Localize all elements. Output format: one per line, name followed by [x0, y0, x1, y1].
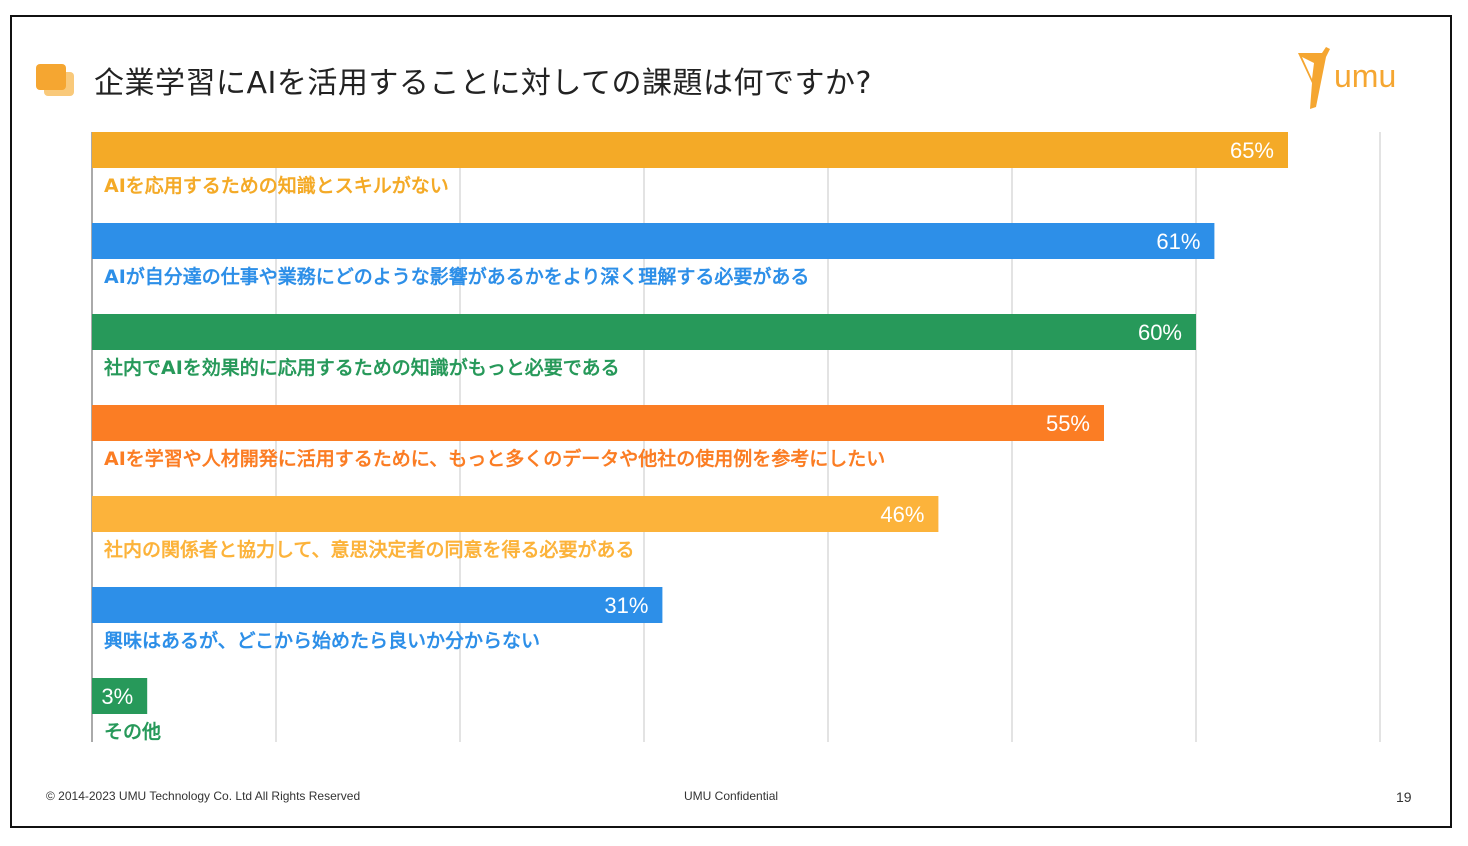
slide-title: 企業学習にAIを活用することに対しての課題は何ですか?	[94, 66, 872, 101]
category-label: 社内でAIを効果的に応用するための知識がもっと必要である	[103, 356, 620, 379]
bar-4	[92, 405, 1104, 441]
bar-value-label: 3%	[101, 684, 133, 709]
bar-6	[92, 587, 663, 623]
bar-chart: 65% AIを応用するための知識とスキルがない 61% AIが自分達の仕事や業務にどの…	[91, 132, 1381, 743]
bar-5	[92, 496, 939, 532]
title-bullet-icon	[34, 60, 78, 100]
category-label: AIを応用するための知識とスキルがない	[104, 174, 449, 197]
bar-3	[92, 314, 1196, 350]
page-number: 19	[1396, 789, 1412, 805]
umu-logo: umu	[1298, 47, 1396, 109]
bar-value-label: 60%	[1138, 320, 1182, 345]
category-label: 興味はあるが、どこから始めたら良いか分からない	[104, 629, 540, 652]
bar-2	[92, 223, 1215, 259]
bar-value-label: 46%	[880, 502, 924, 527]
category-label: AIが自分達の仕事や業務にどのような影響があるかをより深く理解する必要がある	[104, 265, 809, 288]
bar-value-label: 65%	[1230, 138, 1274, 163]
logo-text: umu	[1334, 58, 1396, 94]
title-row: 企業学習にAIを活用することに対しての課題は何ですか?	[34, 55, 872, 105]
category-label: その他	[104, 720, 161, 743]
bar-value-label: 55%	[1046, 411, 1090, 436]
bar-value-label: 61%	[1156, 229, 1200, 254]
category-label: 社内の関係者と協力して、意思決定者の同意を得る必要がある	[103, 538, 634, 561]
giraffe-icon	[1298, 47, 1330, 109]
category-label: AIを学習や人材開発に活用するために、もっと多くのデータや他社の使用例を参考にし…	[104, 447, 885, 470]
bar-value-label: 31%	[604, 593, 648, 618]
bar-1	[92, 132, 1288, 168]
confidential-label: UMU Confidential	[684, 789, 779, 803]
bar-7	[92, 678, 148, 714]
slide: 企業学習にAIを活用することに対しての課題は何ですか? umu 65% AIを応用…	[10, 15, 1452, 828]
copyright-text: © 2014-2023 UMU Technology Co. Ltd All R…	[46, 789, 361, 803]
